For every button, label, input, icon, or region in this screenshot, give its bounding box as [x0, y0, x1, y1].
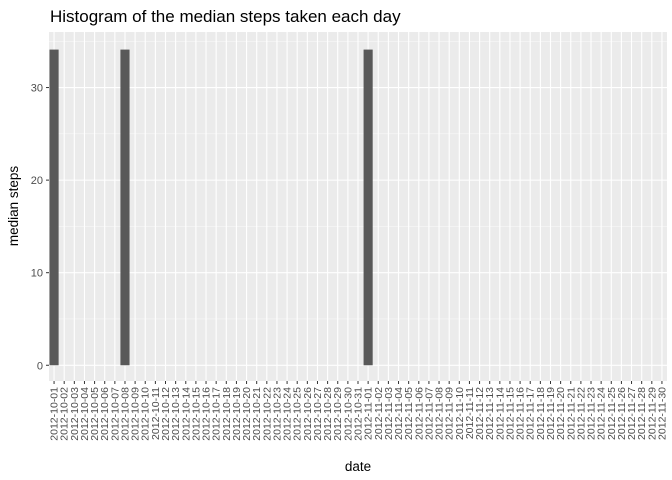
x-tick-label: 2012-11-16 — [515, 387, 527, 440]
y-axis-title: median steps — [6, 166, 21, 247]
x-tick-label: 2012-10-29 — [332, 387, 344, 441]
x-tick-label: 2012-10-11 — [150, 387, 162, 440]
x-tick-label: 2012-10-27 — [312, 387, 324, 441]
x-tick-label: 2012-11-19 — [545, 387, 557, 440]
x-tick-label: 2012-10-30 — [342, 387, 354, 441]
x-tick-label: 2012-10-04 — [79, 387, 91, 441]
x-tick-label: 2012-11-17 — [525, 387, 537, 440]
x-tick-label: 2012-10-09 — [130, 387, 142, 441]
x-tick-label: 2012-11-28 — [636, 387, 648, 440]
x-tick-label: 2012-11-20 — [555, 387, 567, 440]
x-tick-label: 2012-11-26 — [616, 387, 628, 440]
x-tick-label: 2012-11-29 — [646, 387, 658, 440]
x-tick-label: 2012-10-18 — [221, 387, 233, 441]
x-tick-label: 2012-10-05 — [89, 387, 101, 441]
x-tick-label: 2012-11-14 — [494, 387, 506, 440]
x-tick-label: 2012-10-21 — [251, 387, 263, 441]
x-tick-label: 2012-10-13 — [170, 387, 182, 441]
x-tick-label: 2012-11-21 — [565, 387, 577, 440]
x-tick-label: 2012-11-09 — [444, 387, 456, 440]
x-tick-label: 2012-11-01 — [363, 387, 375, 440]
x-axis-title: date — [345, 459, 371, 474]
x-tick-label: 2012-11-02 — [373, 387, 385, 440]
x-tick-label: 2012-11-07 — [423, 387, 435, 440]
x-tick-label: 2012-10-26 — [302, 387, 314, 441]
x-tick-label: 2012-10-07 — [109, 387, 121, 441]
x-tick-label: 2012-10-28 — [322, 387, 334, 441]
x-tick-label: 2012-10-08 — [119, 387, 131, 441]
x-tick-label: 2012-10-25 — [292, 387, 304, 441]
y-tick-label: 30 — [31, 83, 43, 95]
x-tick-label: 2012-10-23 — [271, 387, 283, 441]
bar — [363, 49, 373, 366]
x-tick-label: 2012-11-25 — [606, 387, 618, 440]
x-tick-label: 2012-10-17 — [211, 387, 223, 441]
y-tick-label: 20 — [31, 175, 43, 187]
x-tick-label: 2012-10-20 — [241, 387, 253, 441]
x-tick-label: 2012-11-05 — [403, 387, 415, 440]
x-tick-label: 2012-10-06 — [99, 387, 111, 441]
x-tick-label: 2012-10-19 — [231, 387, 243, 441]
x-tick-label: 2012-11-15 — [504, 387, 516, 440]
x-tick-label: 2012-10-01 — [49, 387, 61, 441]
x-tick-label: 2012-11-13 — [484, 387, 496, 440]
x-axis: 2012-10-012012-10-022012-10-032012-10-04… — [49, 381, 668, 441]
x-tick-label: 2012-10-24 — [282, 387, 294, 441]
x-tick-label: 2012-11-27 — [626, 387, 638, 440]
x-tick-label: 2012-11-24 — [596, 387, 608, 440]
x-tick-label: 2012-11-22 — [575, 387, 587, 440]
chart-title: Histogram of the median steps taken each… — [50, 7, 401, 26]
x-tick-label: 2012-11-12 — [474, 387, 486, 440]
bar — [120, 49, 130, 366]
x-tick-label: 2012-10-03 — [69, 387, 81, 441]
x-tick-label: 2012-10-22 — [261, 387, 273, 441]
x-tick-label: 2012-11-23 — [586, 387, 598, 440]
x-tick-label: 2012-11-11 — [464, 387, 476, 439]
x-tick-label: 2012-10-15 — [190, 387, 202, 441]
x-tick-label: 2012-11-08 — [434, 387, 446, 440]
y-axis: 0 10 20 30 — [31, 83, 49, 372]
x-tick-label: 2012-10-31 — [353, 387, 365, 441]
x-tick-label: 2012-11-10 — [454, 387, 466, 440]
x-tick-label: 2012-11-18 — [535, 387, 547, 440]
bar — [49, 49, 59, 366]
x-tick-label: 2012-10-12 — [160, 387, 172, 441]
x-tick-label: 2012-10-14 — [180, 387, 192, 441]
x-tick-label: 2012-11-04 — [393, 387, 405, 440]
y-tick-label: 0 — [37, 360, 43, 372]
x-tick-label: 2012-11-03 — [383, 387, 395, 440]
x-tick-label: 2012-11-30 — [656, 387, 668, 440]
bars — [49, 49, 373, 366]
x-tick-label: 2012-11-06 — [413, 387, 425, 440]
y-tick-label: 10 — [31, 268, 43, 280]
x-tick-label: 2012-10-10 — [140, 387, 152, 441]
x-tick-label: 2012-10-02 — [59, 387, 71, 441]
x-tick-label: 2012-10-16 — [201, 387, 213, 441]
